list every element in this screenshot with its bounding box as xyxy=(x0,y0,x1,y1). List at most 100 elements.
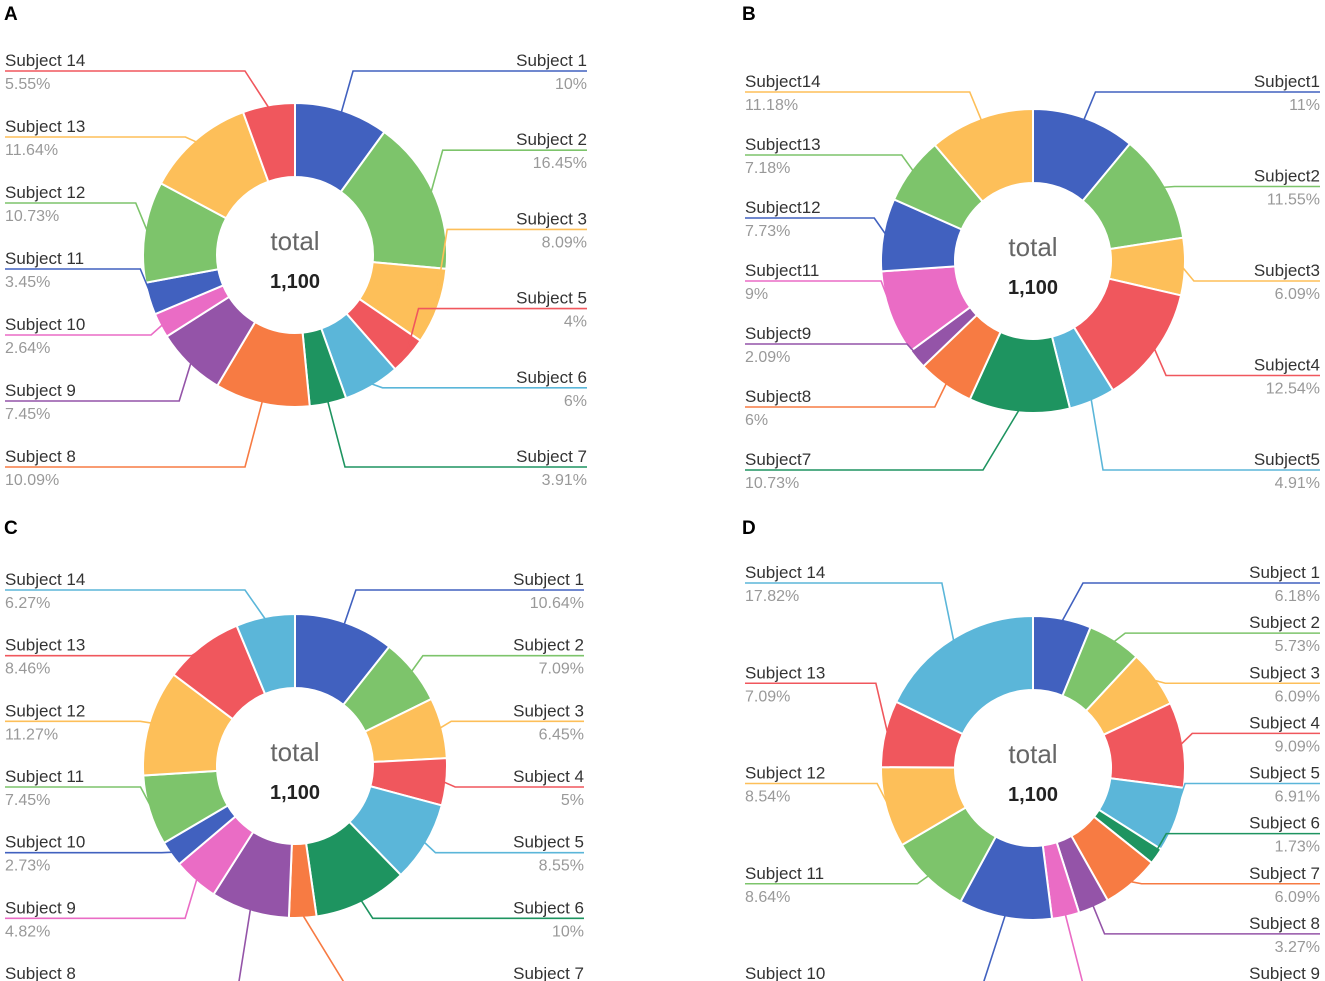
slice-label: Subject 5 xyxy=(513,833,584,852)
slice-percent: 7.73% xyxy=(745,223,790,240)
slice-label: Subject 13 xyxy=(5,636,85,655)
slice-label: Subject 4 xyxy=(1249,713,1320,732)
slice-percent: 4.91% xyxy=(1275,475,1320,492)
slice-label: Subject 1 xyxy=(516,51,587,70)
leader-line xyxy=(5,400,264,468)
slice-percent: 10.64% xyxy=(530,595,584,612)
slice-percent: 11% xyxy=(1289,97,1320,114)
slice-label: Subject2 xyxy=(1254,167,1320,186)
leader-line xyxy=(745,782,890,808)
panel-letter-c: C xyxy=(4,518,18,539)
slice-label: Subject 8 xyxy=(5,964,76,981)
slice-label: Subject 1 xyxy=(513,570,584,589)
leader-line xyxy=(745,874,930,885)
center-label: total xyxy=(270,226,319,256)
leader-line xyxy=(438,720,584,730)
leader-line xyxy=(745,382,948,408)
leader-line xyxy=(745,408,1021,471)
panel-letter-b: B xyxy=(742,4,756,25)
leader-line xyxy=(326,400,587,468)
leader-line xyxy=(1153,347,1320,377)
slice-percent: 7.09% xyxy=(539,661,584,678)
donut-chart-c: Subject 1 10.64% Subject 2 7.09% Subject 3 6.… xyxy=(5,570,584,981)
slice-label: Subject 12 xyxy=(745,764,825,783)
slice-label: Subject 3 xyxy=(516,209,587,228)
slice-percent: 8.64% xyxy=(745,889,790,906)
leader-line xyxy=(340,70,587,114)
center-value: 1,100 xyxy=(1008,784,1058,806)
leader-line xyxy=(5,202,149,233)
slice-label: Subject 5 xyxy=(516,289,587,308)
slice-percent: 5.55% xyxy=(5,76,50,93)
center-value: 1,100 xyxy=(270,782,320,804)
leader-line xyxy=(429,149,587,194)
slice-percent: 8.09% xyxy=(542,234,587,251)
leader-line xyxy=(745,682,889,735)
slice-percent: 8.46% xyxy=(5,661,50,678)
slice-percent: 6% xyxy=(564,393,587,410)
slice-subject-14[interactable] xyxy=(894,614,1034,736)
leader-line xyxy=(5,589,267,621)
slice-label: Subject 12 xyxy=(5,183,85,202)
slice-label: Subject 10 xyxy=(745,964,825,981)
leader-line xyxy=(1091,904,1320,935)
slice-label: Subject 14 xyxy=(5,51,85,70)
slice-label: Subject 13 xyxy=(745,663,825,682)
slice-label: Subject 2 xyxy=(1249,613,1320,632)
leader-line xyxy=(238,908,252,981)
slice-label: Subject 2 xyxy=(513,636,584,655)
slice-percent: 10% xyxy=(552,923,584,940)
slice-subject-2[interactable] xyxy=(339,130,448,270)
slice-percent: 6.45% xyxy=(539,726,584,743)
slice-percent: 6.91% xyxy=(1275,789,1320,806)
slice-percent: 10.73% xyxy=(5,208,59,225)
slice-label: Subject 2 xyxy=(516,130,587,149)
slice-percent: 2.73% xyxy=(5,858,50,875)
slice-percent: 6.09% xyxy=(1275,286,1320,303)
slice-label: Subject9 xyxy=(745,324,811,343)
leader-line xyxy=(745,280,894,313)
slice-subject14[interactable] xyxy=(933,107,1034,203)
leader-line xyxy=(745,154,915,173)
panel-letter-d: D xyxy=(742,518,756,539)
donut-chart-d: Subject 1 6.18% Subject 2 5.73% Subject 3 6.0… xyxy=(745,563,1320,981)
leader-line xyxy=(405,307,587,355)
leader-line xyxy=(442,780,584,788)
donut-chart-b: Subject1 11% Subject2 11.55% Subject3 6.09% Su… xyxy=(745,72,1320,492)
slice-percent: 8.55% xyxy=(539,858,584,875)
slice-label: Subject14 xyxy=(745,72,821,91)
leader-line xyxy=(745,217,887,236)
leader-line xyxy=(1179,732,1320,746)
slice-percent: 9% xyxy=(745,286,768,303)
slice-label: Subject 10 xyxy=(5,315,85,334)
leader-line xyxy=(410,654,584,673)
slice-percent: 2.64% xyxy=(5,340,50,357)
slice-percent: 17.82% xyxy=(745,588,799,605)
slice-percent: 5% xyxy=(561,792,584,809)
slice-label: Subject 9 xyxy=(5,381,76,400)
slice-percent: 4% xyxy=(564,314,587,331)
slice-subject-14[interactable] xyxy=(235,612,296,696)
slice-label: Subject 9 xyxy=(5,898,76,917)
leader-line xyxy=(1181,266,1320,282)
center-value: 1,100 xyxy=(270,271,320,293)
leader-line xyxy=(5,268,154,299)
slice-percent: 7.18% xyxy=(745,160,790,177)
leader-line xyxy=(745,582,955,642)
slice-percent: 6.18% xyxy=(1275,588,1320,605)
leader-line xyxy=(5,323,164,336)
slice-subject-14[interactable] xyxy=(241,101,296,183)
slice-label: Subject12 xyxy=(745,198,821,217)
panel-letter-a: A xyxy=(4,4,18,25)
slice-label: Subject 6 xyxy=(513,898,584,917)
slice-percent: 1.73% xyxy=(1275,839,1320,856)
leader-line xyxy=(5,878,198,920)
slice-label: Subject 7 xyxy=(1249,864,1320,883)
slice-percent: 7.45% xyxy=(5,406,50,423)
slice-percent: 12.54% xyxy=(1266,381,1320,398)
donut-chart-a: Subject 1 10% Subject 2 16.45% Subject 3 8.09… xyxy=(5,51,587,489)
slice-percent: 4.82% xyxy=(5,923,50,940)
slice-label: Subject 7 xyxy=(516,447,587,466)
